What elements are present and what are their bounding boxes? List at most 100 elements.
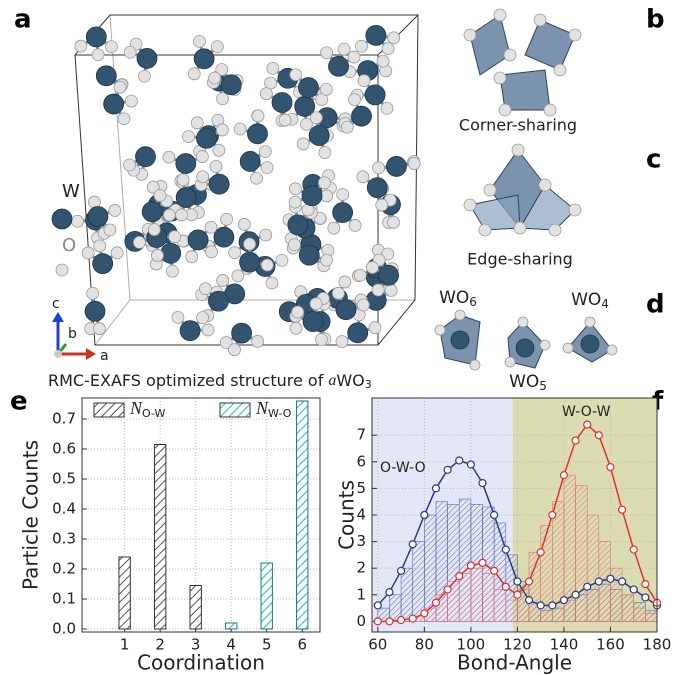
tungsten-atom xyxy=(328,55,349,77)
y-tick-label: 0.5 xyxy=(52,470,76,488)
oxygen-atom xyxy=(309,297,323,311)
point xyxy=(466,561,475,570)
oxygen-atom xyxy=(93,322,106,336)
oxygen-atom xyxy=(407,157,421,170)
tungsten-atom xyxy=(239,251,260,273)
y-tick-label: 0.6 xyxy=(52,440,76,458)
atom xyxy=(454,309,466,321)
caption-text: RMC-EXAFS optimized structure of xyxy=(48,371,324,390)
tungsten-atom xyxy=(351,105,372,127)
point xyxy=(396,566,406,575)
point xyxy=(443,585,452,594)
point xyxy=(571,590,580,599)
oxygen-atom xyxy=(219,336,233,349)
oxygen-atom xyxy=(71,214,84,228)
tungsten-atom xyxy=(364,84,386,106)
point xyxy=(513,590,522,599)
unit-sub: 6 xyxy=(469,295,477,309)
tungsten-atom xyxy=(175,153,197,174)
polyhedron xyxy=(469,194,521,231)
x-axis-title: Coordination xyxy=(137,651,265,675)
point xyxy=(606,463,615,472)
tungsten-atom xyxy=(308,125,330,146)
atom xyxy=(483,183,497,197)
structure-view xyxy=(71,14,421,357)
point xyxy=(420,510,429,520)
histogram-bar xyxy=(412,541,425,622)
caption-formula: WO xyxy=(336,371,364,390)
point xyxy=(618,577,627,586)
legend-label: NW-O xyxy=(255,398,292,420)
oxygen-atom xyxy=(338,275,352,289)
oxygen-atom xyxy=(123,45,137,59)
oxygen-atom xyxy=(387,215,400,229)
oxygen-atom xyxy=(151,249,164,262)
oxygen-atom xyxy=(376,54,390,68)
point xyxy=(559,471,569,480)
tungsten-atom xyxy=(208,290,229,312)
point xyxy=(478,478,487,488)
axis-name: b xyxy=(68,326,77,342)
oxygen-atom xyxy=(375,198,389,212)
point xyxy=(594,577,603,586)
oxygen-atom xyxy=(260,258,274,272)
point xyxy=(629,585,638,594)
legend-swatch xyxy=(219,402,251,418)
oxygen-atom xyxy=(299,117,313,131)
x-tick-label: 3 xyxy=(191,636,201,654)
oxygen-atom xyxy=(153,189,167,202)
series-label: W-O-W xyxy=(562,404,611,420)
point xyxy=(594,431,603,440)
legend-sub: O-W xyxy=(142,407,165,420)
oxygen-atom xyxy=(147,223,161,236)
series-label: O-W-O xyxy=(380,460,426,476)
unit-label: WO4 xyxy=(571,290,609,311)
oxygen-atom xyxy=(166,264,179,278)
atom xyxy=(533,13,547,27)
point xyxy=(513,577,522,586)
oxygen-atom xyxy=(209,159,223,173)
oxygen-atom xyxy=(368,321,382,335)
histogram-bar xyxy=(528,551,541,622)
oxygen-atom xyxy=(318,146,332,159)
oxygen-atom xyxy=(117,112,131,126)
oxygen-atom xyxy=(233,122,247,136)
oxygen-atom xyxy=(138,69,151,83)
point xyxy=(385,588,394,597)
oxygen-atom xyxy=(296,137,310,151)
tungsten-atom xyxy=(193,48,215,70)
tungsten-atom xyxy=(347,322,369,344)
y-tick-label: 3 xyxy=(356,532,366,550)
histogram-bar xyxy=(621,594,635,622)
atom xyxy=(539,339,551,351)
oxygen-atom xyxy=(381,247,395,261)
bar xyxy=(225,622,238,630)
panel-label: e xyxy=(10,387,28,417)
atom xyxy=(580,334,600,354)
oxygen-atom xyxy=(199,282,212,296)
tungsten-atom xyxy=(378,264,399,286)
oxygen-atom xyxy=(355,39,368,53)
oxygen-atom xyxy=(212,143,226,157)
atom xyxy=(568,28,582,42)
polyhedron xyxy=(524,19,576,71)
histogram-bar xyxy=(470,567,483,622)
oxygen-atom xyxy=(251,109,265,123)
oxygen-atom xyxy=(113,80,127,94)
oxygen-atom xyxy=(182,130,195,143)
histogram-bar xyxy=(505,599,518,622)
point xyxy=(641,593,650,602)
atom xyxy=(584,316,596,328)
plot-frame xyxy=(371,397,658,633)
point xyxy=(490,566,499,575)
oxygen-atom xyxy=(208,71,221,85)
atom xyxy=(553,63,567,77)
atom xyxy=(463,198,477,212)
oxygen-atom xyxy=(196,311,209,325)
oxygen-atom xyxy=(211,40,224,54)
x-tick-label: 100 xyxy=(457,636,486,654)
oxygen-atom xyxy=(104,40,118,54)
oxygen-atom xyxy=(190,116,204,130)
oxygen-atom xyxy=(318,176,331,190)
tungsten-atom xyxy=(135,146,156,168)
